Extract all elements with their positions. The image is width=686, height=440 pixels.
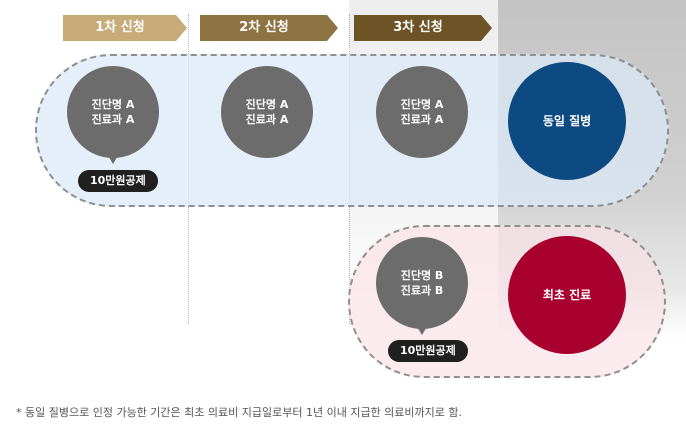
claim-3-diagnosis: 진단명 A: [400, 98, 444, 111]
footnote: * 동일 질병으로 인정 가능한 기간은 최초 의료비 지급일로부터 1년 이내…: [16, 406, 463, 419]
claim-2-node: 진단명 A 진료과 A: [221, 66, 313, 158]
claim-1-node: 진단명 A 진료과 A: [67, 66, 159, 164]
claim-b-node: 진단명 B 진료과 B: [376, 237, 468, 335]
same-disease-label: 동일 질병: [542, 113, 592, 128]
claim-1-department: 진료과 A: [91, 113, 135, 126]
step-3-arrow-shape: [354, 15, 492, 41]
claim-b-pointer: [416, 325, 428, 335]
claim-2-department: 진료과 A: [245, 113, 289, 126]
claim-3-department: 진료과 A: [400, 113, 444, 126]
claim-3-node: 진단명 A 진료과 A: [376, 66, 468, 158]
step-1-arrow-shape: [63, 15, 187, 41]
step-1-tag: 1차 신청: [63, 15, 187, 41]
step-2-label: 2차 신청: [239, 20, 289, 35]
same-disease-node: 동일 질병: [508, 62, 626, 180]
step-2-arrow-shape: [200, 15, 338, 41]
step-2-tag: 2차 신청: [200, 15, 338, 41]
first-treatment-node: 최초 진료: [508, 236, 626, 354]
claim-b-diagnosis: 진단명 B: [400, 269, 444, 282]
deduction-badge-a: 10만원공제: [78, 170, 158, 192]
step-3-tag: 3차 신청: [354, 15, 492, 41]
claim-b-department: 진료과 B: [400, 284, 444, 297]
deduction-badge-b: 10만원공제: [388, 340, 468, 362]
claim-1-pointer: [107, 154, 119, 164]
step-1-label: 1차 신청: [95, 20, 145, 35]
first-treatment-label: 최초 진료: [542, 287, 592, 302]
claim-2-diagnosis: 진단명 A: [245, 98, 289, 111]
claim-1-diagnosis: 진단명 A: [91, 98, 135, 111]
step-3-label: 3차 신청: [393, 20, 443, 35]
